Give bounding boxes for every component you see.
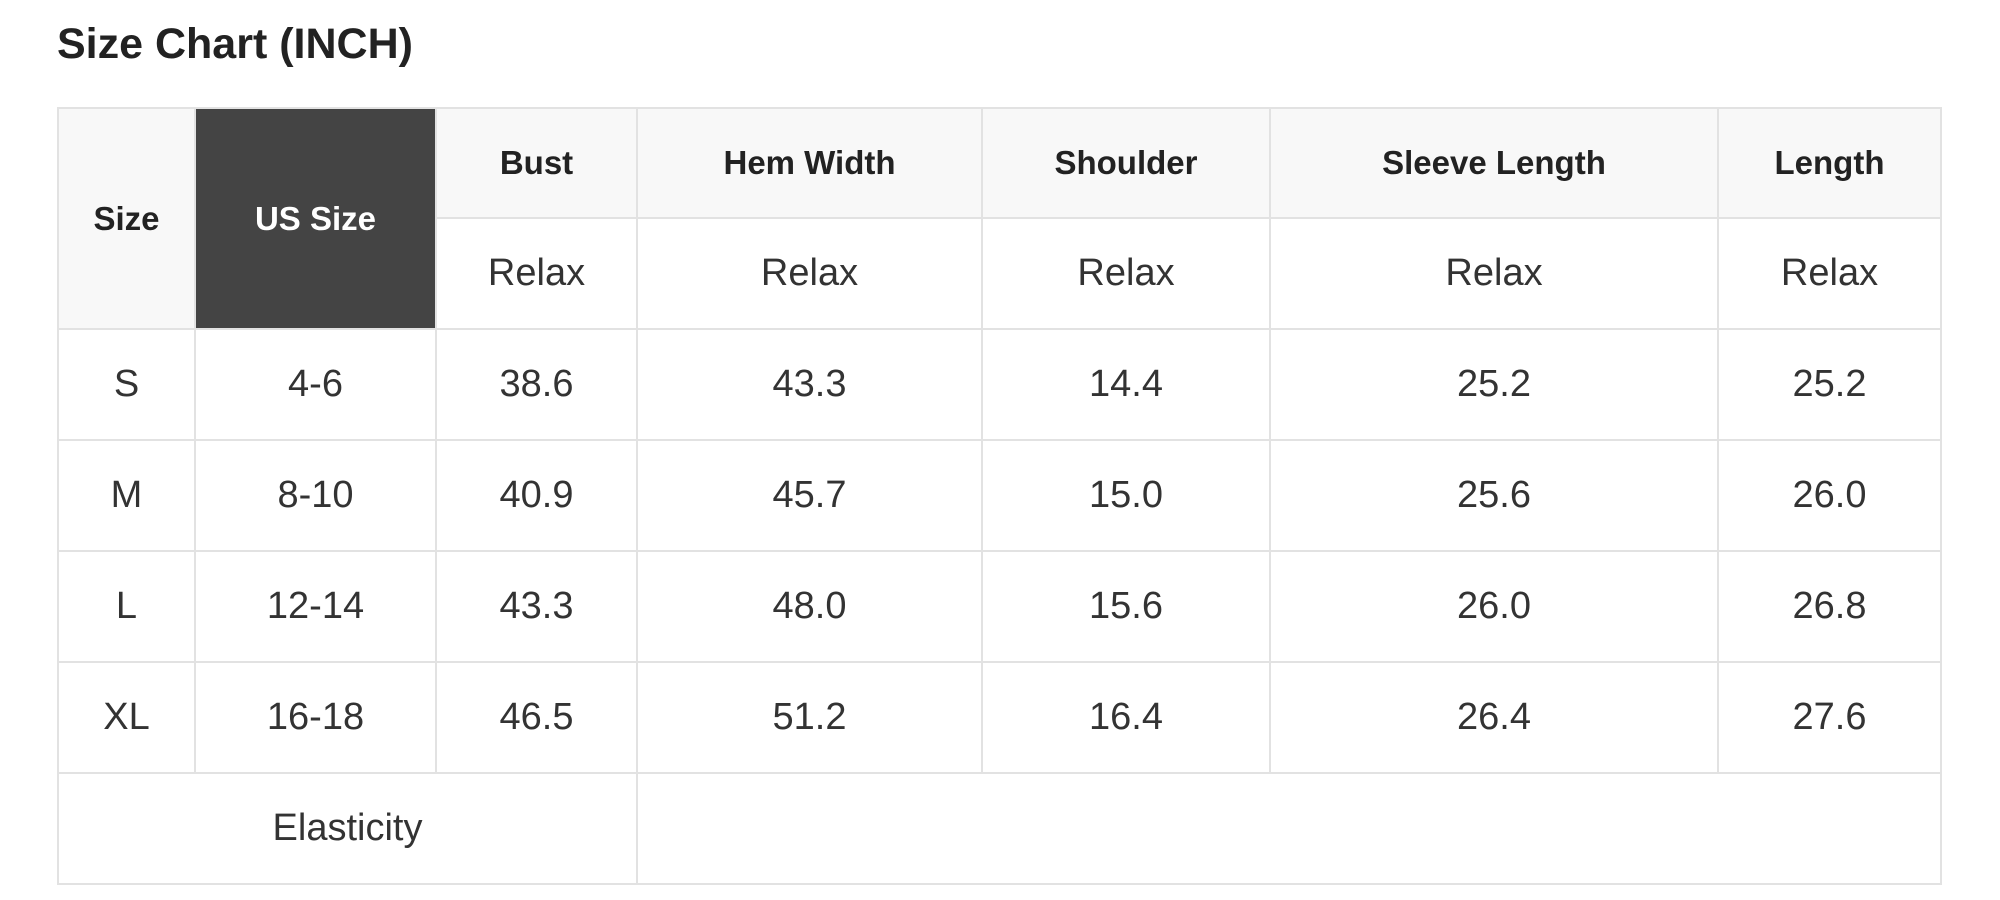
header-hem-width: Hem Width [636,107,983,219]
subheader-row: Relax Relax Relax Relax Relax [58,217,1942,330]
header-row: Size US Size Bust Hem Width Shoulder Sle… [57,107,1942,330]
cell-length: 27.6 [1717,661,1942,774]
cell-size: L [57,550,196,663]
cell-hem-width: 45.7 [636,439,983,552]
cell-shoulder: 16.4 [981,661,1271,774]
table-row: L 12-14 43.3 48.0 15.6 26.0 26.8 [57,550,1942,663]
table-row: XL 16-18 46.5 51.2 16.4 26.4 27.6 [57,661,1942,774]
cell-bust: 46.5 [435,661,638,774]
cell-hem-width: 48.0 [636,550,983,663]
cell-length: 26.0 [1717,439,1942,552]
header-shoulder: Shoulder [981,107,1271,219]
cell-us-size: 16-18 [194,661,437,774]
header-size: Size [57,107,196,330]
subheader-shoulder: Relax [981,217,1271,330]
cell-length: 25.2 [1717,328,1942,441]
cell-shoulder: 15.6 [981,550,1271,663]
cell-size: XL [57,661,196,774]
cell-shoulder: 15.0 [981,439,1271,552]
table-row: S 4-6 38.6 43.3 14.4 25.2 25.2 [57,328,1942,441]
cell-sleeve-length: 25.6 [1269,439,1719,552]
cell-hem-width: 51.2 [636,661,983,774]
subheader-bust: Relax [435,217,638,330]
elasticity-label: Elasticity [57,772,638,885]
cell-us-size: 4-6 [194,328,437,441]
header-sleeve-length: Sleeve Length [1269,107,1719,219]
cell-length: 26.8 [1717,550,1942,663]
elasticity-row: Elasticity [57,772,1942,885]
cell-shoulder: 14.4 [981,328,1271,441]
cell-size: M [57,439,196,552]
cell-us-size: 12-14 [194,550,437,663]
subheader-sleeve-length: Relax [1269,217,1719,330]
cell-bust: 43.3 [435,550,638,663]
size-chart-table: Size US Size Bust Hem Width Shoulder Sle… [57,107,1942,885]
subheader-hem-width: Relax [636,217,983,330]
page-title: Size Chart (INCH) [57,20,413,68]
cell-bust: 40.9 [435,439,638,552]
cell-us-size: 8-10 [194,439,437,552]
cell-sleeve-length: 26.0 [1269,550,1719,663]
cell-size: S [57,328,196,441]
header-us-size: US Size [194,107,437,330]
elasticity-value [636,772,1942,885]
cell-bust: 38.6 [435,328,638,441]
header-bust: Bust [435,107,638,219]
table-row: M 8-10 40.9 45.7 15.0 25.6 26.0 [57,439,1942,552]
cell-hem-width: 43.3 [636,328,983,441]
cell-sleeve-length: 25.2 [1269,328,1719,441]
header-length: Length [1717,107,1942,219]
cell-sleeve-length: 26.4 [1269,661,1719,774]
subheader-length: Relax [1717,217,1942,330]
